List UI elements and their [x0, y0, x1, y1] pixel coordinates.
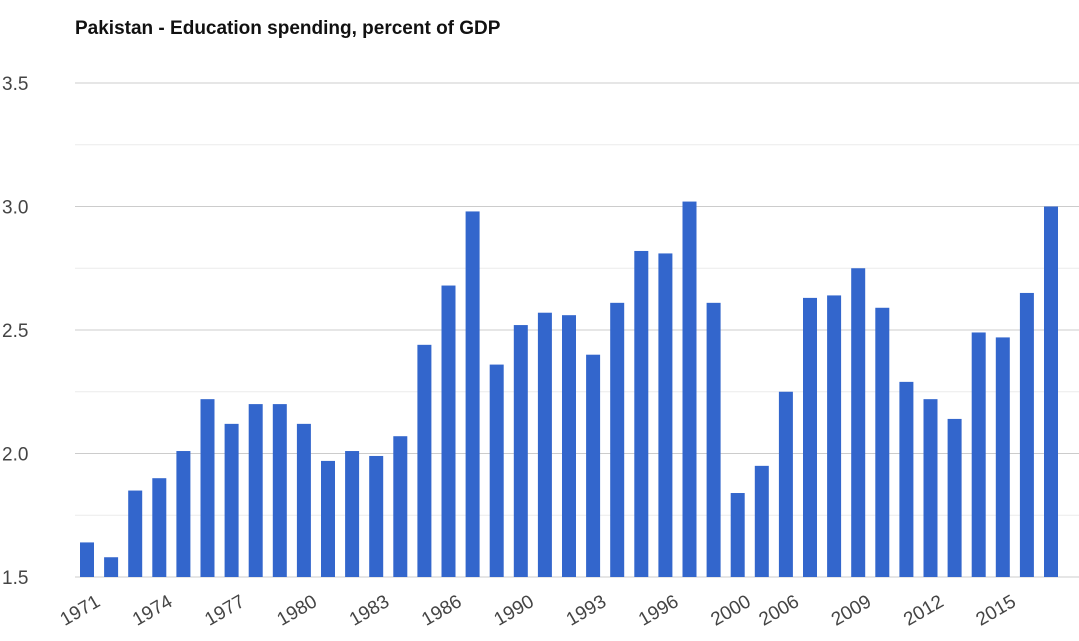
bar-1986: [441, 285, 456, 577]
y-axis-ticks: 3.5 3.0 2.5 2.0 1.5: [2, 74, 28, 589]
x-tick-label: 2000: [707, 591, 754, 630]
x-tick-label: 1986: [418, 591, 465, 630]
bar-1997: [682, 201, 697, 577]
bar-2013: [947, 418, 962, 577]
x-tick-label: 1996: [635, 591, 682, 630]
x-tick-label: 2006: [756, 591, 803, 630]
y-tick-label: 2.5: [2, 321, 28, 342]
bar-1994: [610, 302, 625, 577]
bar-1989: [489, 364, 504, 577]
bar-2010: [875, 307, 890, 577]
bar-2008: [827, 295, 842, 577]
bar-1980: [296, 423, 311, 577]
bar-1996: [658, 253, 673, 577]
bars: [80, 201, 1058, 577]
x-tick-label: 1993: [563, 591, 610, 630]
x-tick-label: 2012: [900, 591, 947, 630]
bar-2012: [923, 399, 938, 577]
bar-2016: [1019, 292, 1034, 577]
bar-2006: [778, 391, 793, 577]
bar-2017: [1044, 206, 1058, 577]
bar-1984: [393, 436, 408, 577]
bar-1978: [248, 404, 263, 577]
bar-1990: [513, 325, 528, 577]
x-tick-label: 1983: [346, 591, 393, 630]
x-tick-label: 1980: [274, 591, 321, 630]
bar-1995: [634, 250, 649, 577]
bar-2005: [754, 465, 769, 577]
bar-1971: [80, 542, 94, 577]
bar-2015: [995, 337, 1010, 577]
bar-1982: [345, 451, 360, 577]
x-tick-label: 1977: [201, 591, 248, 630]
bar-1992: [562, 315, 576, 577]
bar-1976: [200, 399, 215, 577]
x-tick-label: 2009: [828, 591, 875, 630]
y-tick-label: 3.0: [2, 198, 28, 219]
bar-2009: [851, 268, 866, 577]
y-tick-label: 3.5: [2, 74, 28, 95]
bar-1991: [537, 312, 552, 577]
bar-2011: [899, 381, 914, 577]
x-tick-label: 1974: [129, 591, 176, 631]
bar-1977: [224, 423, 239, 577]
y-tick-label: 2.0: [2, 445, 28, 466]
bar-1979: [272, 404, 287, 577]
bar-1981: [321, 460, 335, 577]
x-tick-label: 2015: [973, 591, 1020, 630]
bar-1983: [369, 455, 384, 577]
bar-1972: [104, 557, 119, 577]
bar-2000: [730, 493, 745, 577]
bar-1987: [465, 211, 480, 577]
x-axis-ticks: 1971 1974 1977 1980 1983 1986 1990 1993 1996 2000…: [57, 591, 1020, 631]
bar-1975: [176, 451, 191, 577]
y-tick-label: 1.5: [2, 568, 28, 589]
bar-1999: [706, 302, 721, 577]
bar-1974: [152, 478, 167, 577]
bar-2014: [971, 332, 986, 577]
x-tick-label: 1990: [491, 591, 538, 630]
bar-1973: [128, 490, 143, 577]
x-tick-label: 1971: [57, 591, 104, 630]
chart-title: Pakistan - Education spending, percent o…: [75, 18, 501, 39]
bar-2007: [803, 297, 817, 577]
bar-1985: [417, 344, 432, 577]
bar-1993: [586, 354, 601, 577]
